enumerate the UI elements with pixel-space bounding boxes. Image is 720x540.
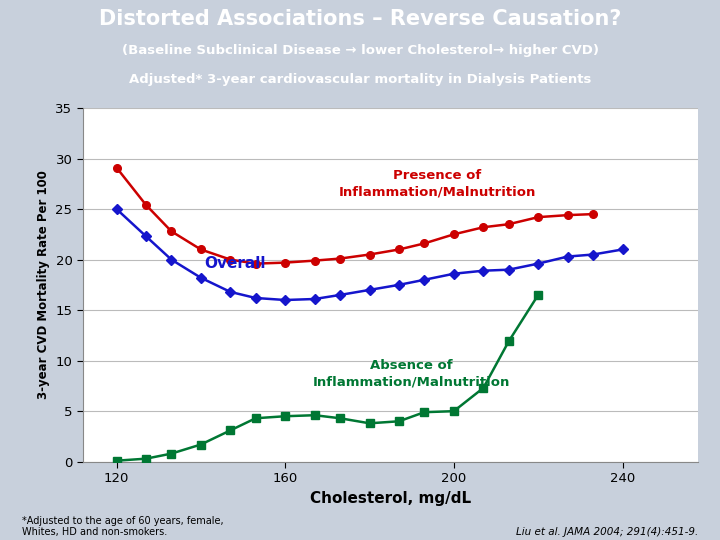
X-axis label: Cholesterol, mg/dL: Cholesterol, mg/dL <box>310 491 471 505</box>
Text: *Adjusted to the age of 60 years, female,
Whites, HD and non-smokers.: *Adjusted to the age of 60 years, female… <box>22 516 223 537</box>
Text: Adjusted* 3-year cardiovascular mortality in Dialysis Patients: Adjusted* 3-year cardiovascular mortalit… <box>129 73 591 86</box>
Text: Presence of: Presence of <box>393 168 481 182</box>
Text: Distorted Associations – Reverse Causation?: Distorted Associations – Reverse Causati… <box>99 9 621 29</box>
Text: Inflammation/Malnutrition: Inflammation/Malnutrition <box>338 186 536 199</box>
Y-axis label: 3-year CVD Mortality Rate Per 100: 3-year CVD Mortality Rate Per 100 <box>37 171 50 399</box>
Text: Absence of: Absence of <box>370 359 453 372</box>
Text: Inflammation/Malnutrition: Inflammation/Malnutrition <box>313 376 510 389</box>
Text: (Baseline Subclinical Disease → lower Cholesterol→ higher CVD): (Baseline Subclinical Disease → lower Ch… <box>122 44 598 57</box>
Text: Overall: Overall <box>204 255 266 271</box>
Text: Liu et al. JAMA 2004; 291(4):451-9.: Liu et al. JAMA 2004; 291(4):451-9. <box>516 527 698 537</box>
